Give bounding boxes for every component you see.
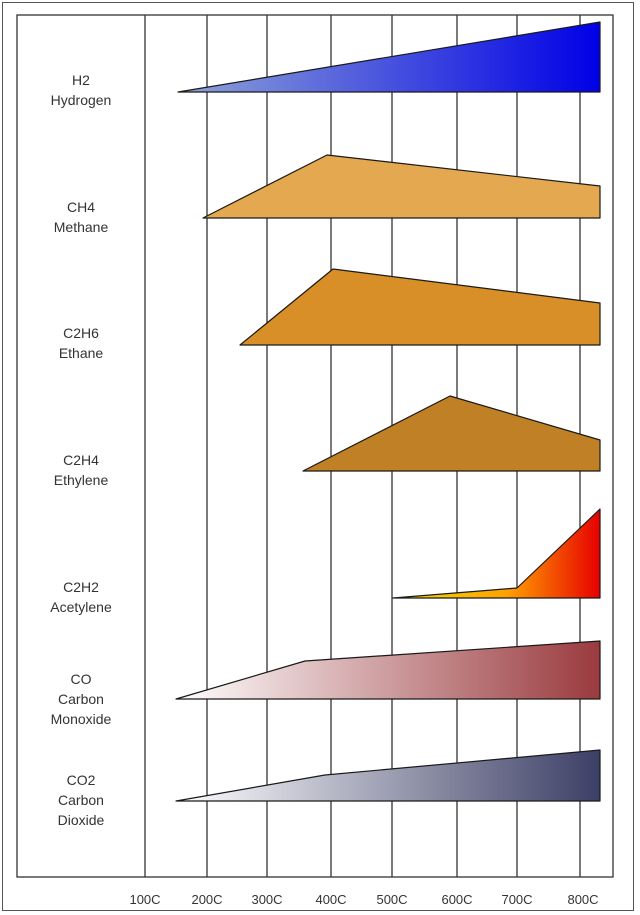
gas-name-line2: Monoxide xyxy=(50,711,112,727)
row-label-c2h4: C2H4 Ethylene xyxy=(17,450,145,490)
formula: H2 xyxy=(72,72,90,88)
formula: C2H2 xyxy=(63,579,99,595)
c2h6-shape xyxy=(239,268,601,346)
co-shape xyxy=(175,640,601,700)
gas-name: Ethane xyxy=(58,345,104,361)
c2h2-shape xyxy=(392,508,601,599)
gas-name: Hydrogen xyxy=(50,92,112,108)
tick-300c: 300C xyxy=(251,892,283,907)
tick-500c: 500C xyxy=(376,892,408,907)
gas-name-line2: Dioxide xyxy=(57,812,105,828)
tick-700c: 700C xyxy=(501,892,533,907)
row-label-ch4: CH4 Methane xyxy=(17,197,145,237)
gas-name: Ethylene xyxy=(53,472,109,488)
row-label-c2h6: C2H6 Ethane xyxy=(17,323,145,363)
gas-name-line1: Carbon xyxy=(58,691,104,707)
formula: CO2 xyxy=(66,772,96,788)
formula: C2H4 xyxy=(63,452,99,468)
h2-shape xyxy=(177,21,601,93)
formula: C2H6 xyxy=(63,325,99,341)
co2-shape xyxy=(175,749,601,802)
tick-800c: 800C xyxy=(567,892,599,907)
row-label-co: CO Carbon Monoxide xyxy=(17,669,145,729)
gas-name-line1: Carbon xyxy=(58,792,104,808)
formula: CH4 xyxy=(66,199,95,215)
formula: CO xyxy=(70,671,92,687)
tick-400c: 400C xyxy=(315,892,347,907)
row-label-co2: CO2 Carbon Dioxide xyxy=(17,770,145,830)
row-label-h2: H2 Hydrogen xyxy=(17,70,145,110)
tick-100c: 100C xyxy=(129,892,161,907)
tick-200c: 200C xyxy=(191,892,223,907)
ch4-shape xyxy=(202,154,601,219)
gas-name: Methane xyxy=(53,219,109,235)
row-label-c2h2: C2H2 Acetylene xyxy=(17,577,145,617)
gas-name: Acetylene xyxy=(50,599,112,615)
c2h4-shape xyxy=(302,395,601,472)
tick-600c: 600C xyxy=(441,892,473,907)
